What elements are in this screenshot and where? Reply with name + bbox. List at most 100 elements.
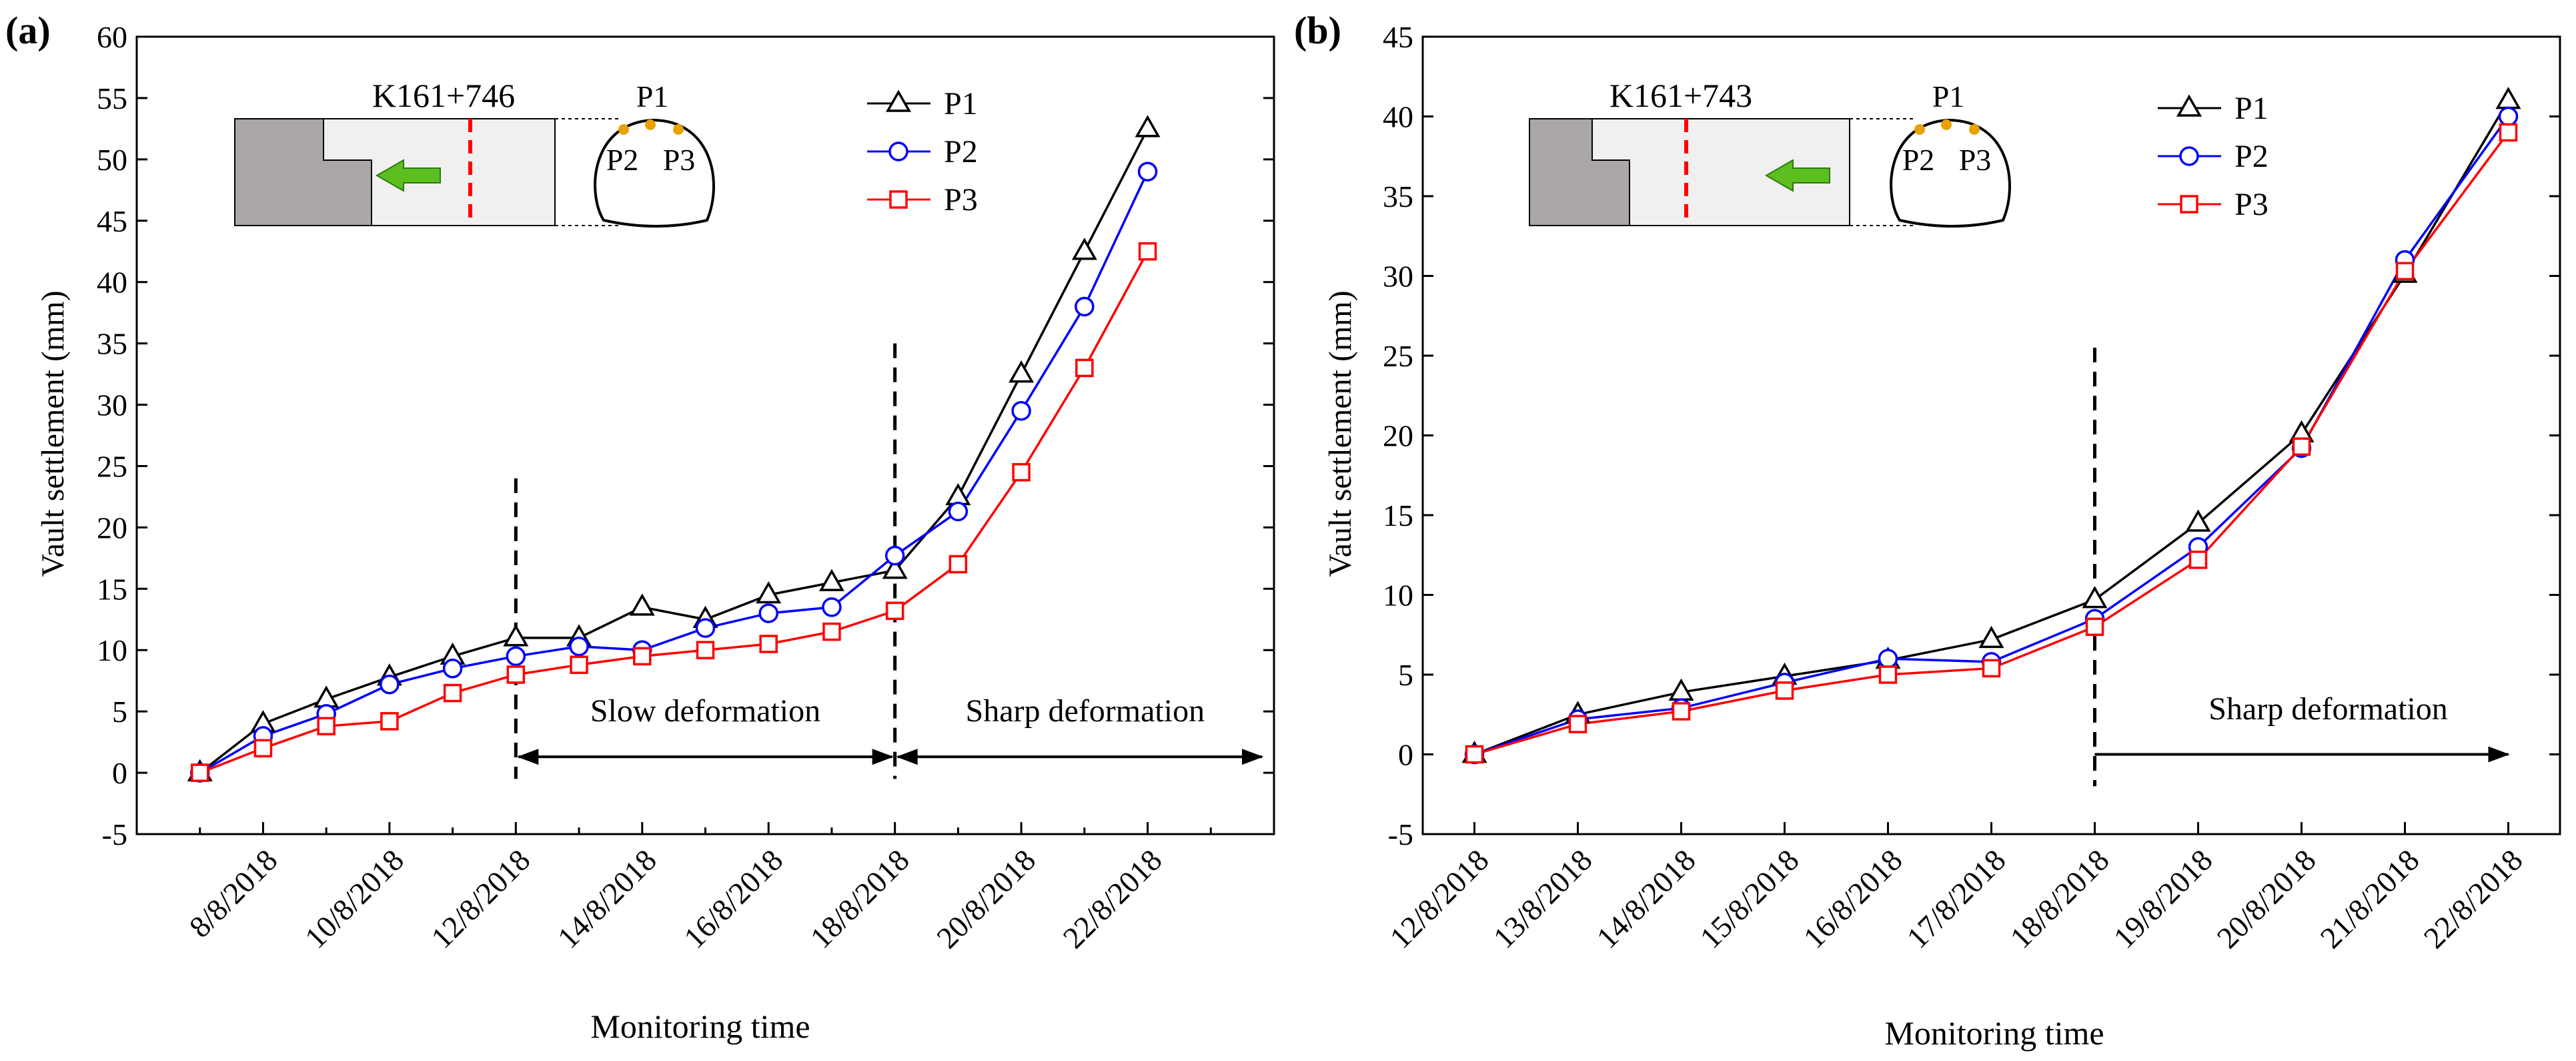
- y-tick-label: 20: [97, 510, 127, 545]
- point-p3: [885, 601, 904, 621]
- rock-face-a: [234, 118, 372, 226]
- phase-dividers-b: [2093, 348, 2510, 787]
- y-tick-label: 30: [1383, 260, 1413, 294]
- point-p1: [1071, 238, 1097, 260]
- point-p2: [1878, 649, 1898, 669]
- point-p3: [253, 739, 273, 758]
- point-p3: [2188, 551, 2208, 569]
- point-p3: [2292, 437, 2311, 456]
- slow-arrow-left: [517, 749, 539, 765]
- legend-label: P2: [944, 134, 978, 169]
- legend-marker: [2180, 195, 2198, 214]
- rock-face-b: [1529, 118, 1630, 226]
- point-p3: [317, 717, 336, 735]
- schematic-p2-b: P2: [1902, 143, 1935, 177]
- point-p3: [1465, 745, 1484, 764]
- panel-b: (b) -5 0 5 10 15 20 25 30 35 40 45 12/8/201813/8/2…: [1294, 9, 2561, 1052]
- tunnel-profile-a: [594, 118, 715, 228]
- schematic-p1-a: P1: [636, 79, 669, 113]
- point-p3: [1672, 702, 1691, 721]
- point-p1: [1978, 625, 2004, 649]
- point-p1: [2082, 586, 2108, 609]
- y-tick-label: 50: [97, 143, 127, 177]
- point-p3: [1012, 462, 1031, 482]
- point-p3: [2395, 262, 2415, 281]
- tunnel-schematic-b: K161+743 P1 P2 P3: [1529, 77, 2011, 228]
- x-axis-title-a: Monitoring time: [590, 1008, 810, 1045]
- sharp-arrow-left-a: [896, 749, 918, 765]
- point-p1: [503, 624, 529, 647]
- sharp-deformation-label-a: Sharp deformation: [966, 693, 1205, 729]
- point-p3: [443, 683, 462, 703]
- x-tick-label: 10/8/2018: [298, 843, 410, 955]
- phase-dividers-a: [514, 343, 1263, 779]
- y-tick-label: 35: [97, 327, 127, 361]
- y-axis-title-a: Vault settlement (mm): [35, 290, 71, 577]
- y-tick-label: 15: [1383, 498, 1413, 533]
- y-tick-label: 10: [97, 633, 127, 667]
- y-axis-a: -5 0 5 10 15 20 25 30 35 40 45 50 55 60: [97, 20, 1274, 851]
- y-tick-label: 0: [1398, 738, 1413, 772]
- advance-arrow-icon-a: [375, 159, 441, 192]
- point-p2-marker-b: [1914, 124, 1925, 135]
- point-p3: [1075, 358, 1094, 378]
- point-p1-marker-b: [1941, 119, 1952, 130]
- point-p2: [822, 597, 842, 617]
- point-p3: [2499, 123, 2518, 142]
- y-tick-label: 5: [1398, 658, 1413, 692]
- legend-label: P1: [2234, 91, 2269, 126]
- legend-a: P1 P2 P3: [867, 86, 978, 218]
- sharp-arrow-right-b: [2488, 746, 2510, 763]
- x-tick-label: 16/8/2018: [677, 843, 789, 955]
- point-p1: [756, 581, 782, 604]
- y-tick-label: 0: [112, 756, 127, 790]
- point-p2-marker-a: [618, 124, 629, 135]
- x-tick-label: 22/8/2018: [1057, 843, 1169, 955]
- x-axis-b: 12/8/201813/8/201814/8/201815/8/201816/8…: [1383, 822, 2529, 955]
- point-p2: [2498, 106, 2519, 127]
- point-p1: [1009, 360, 1035, 383]
- x-tick-label: 15/8/2018: [1694, 843, 1806, 955]
- point-p3: [822, 622, 841, 641]
- point-p1: [2185, 509, 2211, 532]
- point-p3: [1878, 665, 1898, 684]
- y-tick-label: -5: [1388, 817, 1413, 851]
- y-tick-label: -5: [102, 817, 127, 851]
- tunnel-schematic-a: K161+746 P1 P2 P3: [234, 77, 715, 228]
- point-p3-marker-a: [673, 124, 684, 135]
- slow-deformation-label: Slow deformation: [590, 693, 820, 729]
- point-p2: [948, 501, 969, 522]
- x-tick-label: 20/8/2018: [2210, 843, 2323, 955]
- point-p3: [2085, 617, 2104, 637]
- point-p3: [570, 655, 588, 675]
- x-axis-title-b: Monitoring time: [1884, 1014, 2104, 1052]
- point-p1: [2495, 87, 2521, 109]
- schematic-p3-a: P3: [663, 143, 696, 177]
- legend-label: P3: [944, 182, 978, 218]
- series-line-p1: [199, 128, 1149, 774]
- legend-marker: [889, 190, 908, 209]
- point-p2: [695, 618, 716, 638]
- point-p2: [506, 646, 526, 667]
- point-p2: [1137, 161, 1158, 182]
- y-axis-b: -5 0 5 10 15 20 25 30 35 40 45: [1383, 20, 2560, 851]
- series-line-p2: [199, 171, 1149, 774]
- point-p3: [506, 665, 526, 684]
- x-tick-label: 16/8/2018: [1797, 843, 1909, 955]
- legend-label: P1: [944, 86, 978, 121]
- point-p2: [569, 636, 589, 657]
- advance-arrow-icon-b: [1764, 159, 1830, 192]
- x-tick-label: 12/8/2018: [424, 843, 536, 955]
- y-tick-label: 25: [97, 449, 127, 483]
- legend-label: P2: [2234, 139, 2269, 174]
- point-p2: [380, 674, 400, 695]
- legend-marker: [2179, 146, 2199, 166]
- point-p2: [758, 603, 778, 623]
- y-tick-label: 5: [112, 695, 127, 729]
- y-tick-label: 20: [1383, 419, 1413, 453]
- y-tick-label: 40: [97, 266, 127, 300]
- series-a: [187, 115, 1161, 783]
- x-tick-label: 14/8/2018: [551, 843, 663, 955]
